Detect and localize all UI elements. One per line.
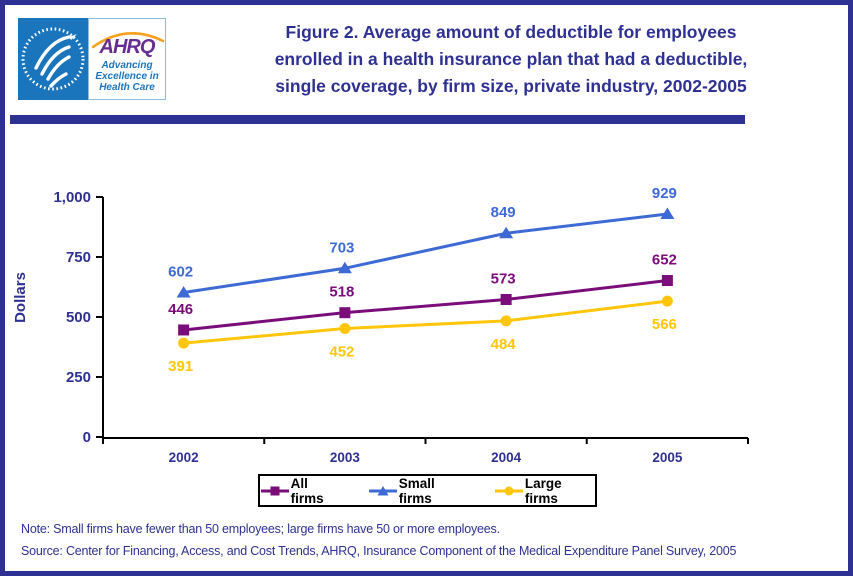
data-label: 566 — [652, 316, 677, 333]
legend-label: All firms — [290, 475, 324, 506]
y-tick-label: 250 — [66, 369, 91, 386]
x-tick-label: 2005 — [652, 450, 683, 465]
ahrq-swoosh-icon — [91, 31, 165, 49]
legend-marker-icon — [261, 486, 289, 495]
eagle-head — [69, 34, 77, 40]
agency-logo: AHRQ Advancing Excellence in Health Care — [18, 18, 166, 100]
data-point-circle — [661, 295, 673, 307]
hhs-eagle-seal-icon — [21, 27, 85, 91]
data-point-square — [500, 293, 512, 305]
data-point-square — [339, 307, 351, 319]
data-point-triangle — [176, 286, 191, 298]
line-chart: 0 250 500 750 1,000 2002 2003 2004 2005 446 518 573… — [53, 185, 749, 465]
data-point-triangle — [337, 261, 352, 274]
data-point-square — [178, 324, 190, 336]
data-label: 452 — [329, 344, 354, 361]
series-line-all-firms — [183, 279, 668, 332]
note-text: Note: Small firms have fewer than 50 emp… — [21, 522, 500, 536]
data-label: 391 — [168, 358, 193, 375]
y-tick-label: 500 — [66, 309, 91, 326]
data-label: 484 — [491, 336, 517, 353]
data-point-triangle — [660, 207, 675, 220]
chart-legend: All firms Small firms Large firms — [258, 474, 597, 507]
y-tick-label: 0 — [83, 429, 91, 446]
data-point-circle — [339, 323, 351, 335]
legend-item-all-firms: All firms — [260, 476, 342, 506]
data-label: 849 — [491, 204, 516, 221]
ahrq-tagline: Advancing Excellence in Health Care — [95, 60, 159, 93]
title-divider-bar — [10, 115, 745, 124]
title-line-1: Figure 2. Average amount of deductible f… — [285, 22, 737, 42]
legend-item-large-firms: Large firms — [494, 476, 595, 506]
data-label: 929 — [652, 185, 677, 202]
data-label: 446 — [168, 301, 193, 318]
page-title: Figure 2. Average amount of deductible f… — [177, 19, 845, 100]
y-tick-label: 1,000 — [53, 189, 91, 206]
x-tick-label: 2004 — [491, 450, 522, 465]
data-point-triangle — [499, 226, 514, 239]
chart-notes: Note: Small firms have fewer than 50 emp… — [21, 518, 736, 562]
data-label: 573 — [491, 270, 516, 287]
legend-label: Small firms — [398, 475, 435, 506]
hhs-logo — [18, 18, 88, 100]
legend-label: Large firms — [524, 475, 562, 506]
legend-item-small-firms: Small firms — [368, 476, 468, 506]
data-label: 602 — [168, 264, 193, 281]
data-label: 652 — [652, 252, 677, 269]
legend-marker-icon — [495, 486, 523, 495]
series-line-small-firms — [183, 212, 668, 295]
data-point-circle — [178, 337, 190, 349]
legend-marker-icon — [369, 485, 397, 495]
y-tick-label: 750 — [66, 249, 91, 266]
data-point-circle — [500, 315, 512, 327]
ahrq-logo: AHRQ Advancing Excellence in Health Care — [88, 18, 166, 100]
x-tick-label: 2002 — [169, 450, 199, 465]
data-label: 703 — [329, 239, 354, 256]
title-line-3: single coverage, by firm size, private i… — [275, 76, 747, 96]
x-tick-label: 2003 — [330, 450, 361, 465]
data-point-square — [661, 275, 673, 287]
title-line-2: enrolled in a health insurance plan that… — [274, 49, 748, 69]
series-line-large-firms — [183, 299, 668, 345]
data-label: 518 — [329, 284, 354, 301]
ahrq-acronym: AHRQ — [99, 36, 156, 58]
source-text: Source: Center for Financing, Access, an… — [21, 544, 737, 558]
